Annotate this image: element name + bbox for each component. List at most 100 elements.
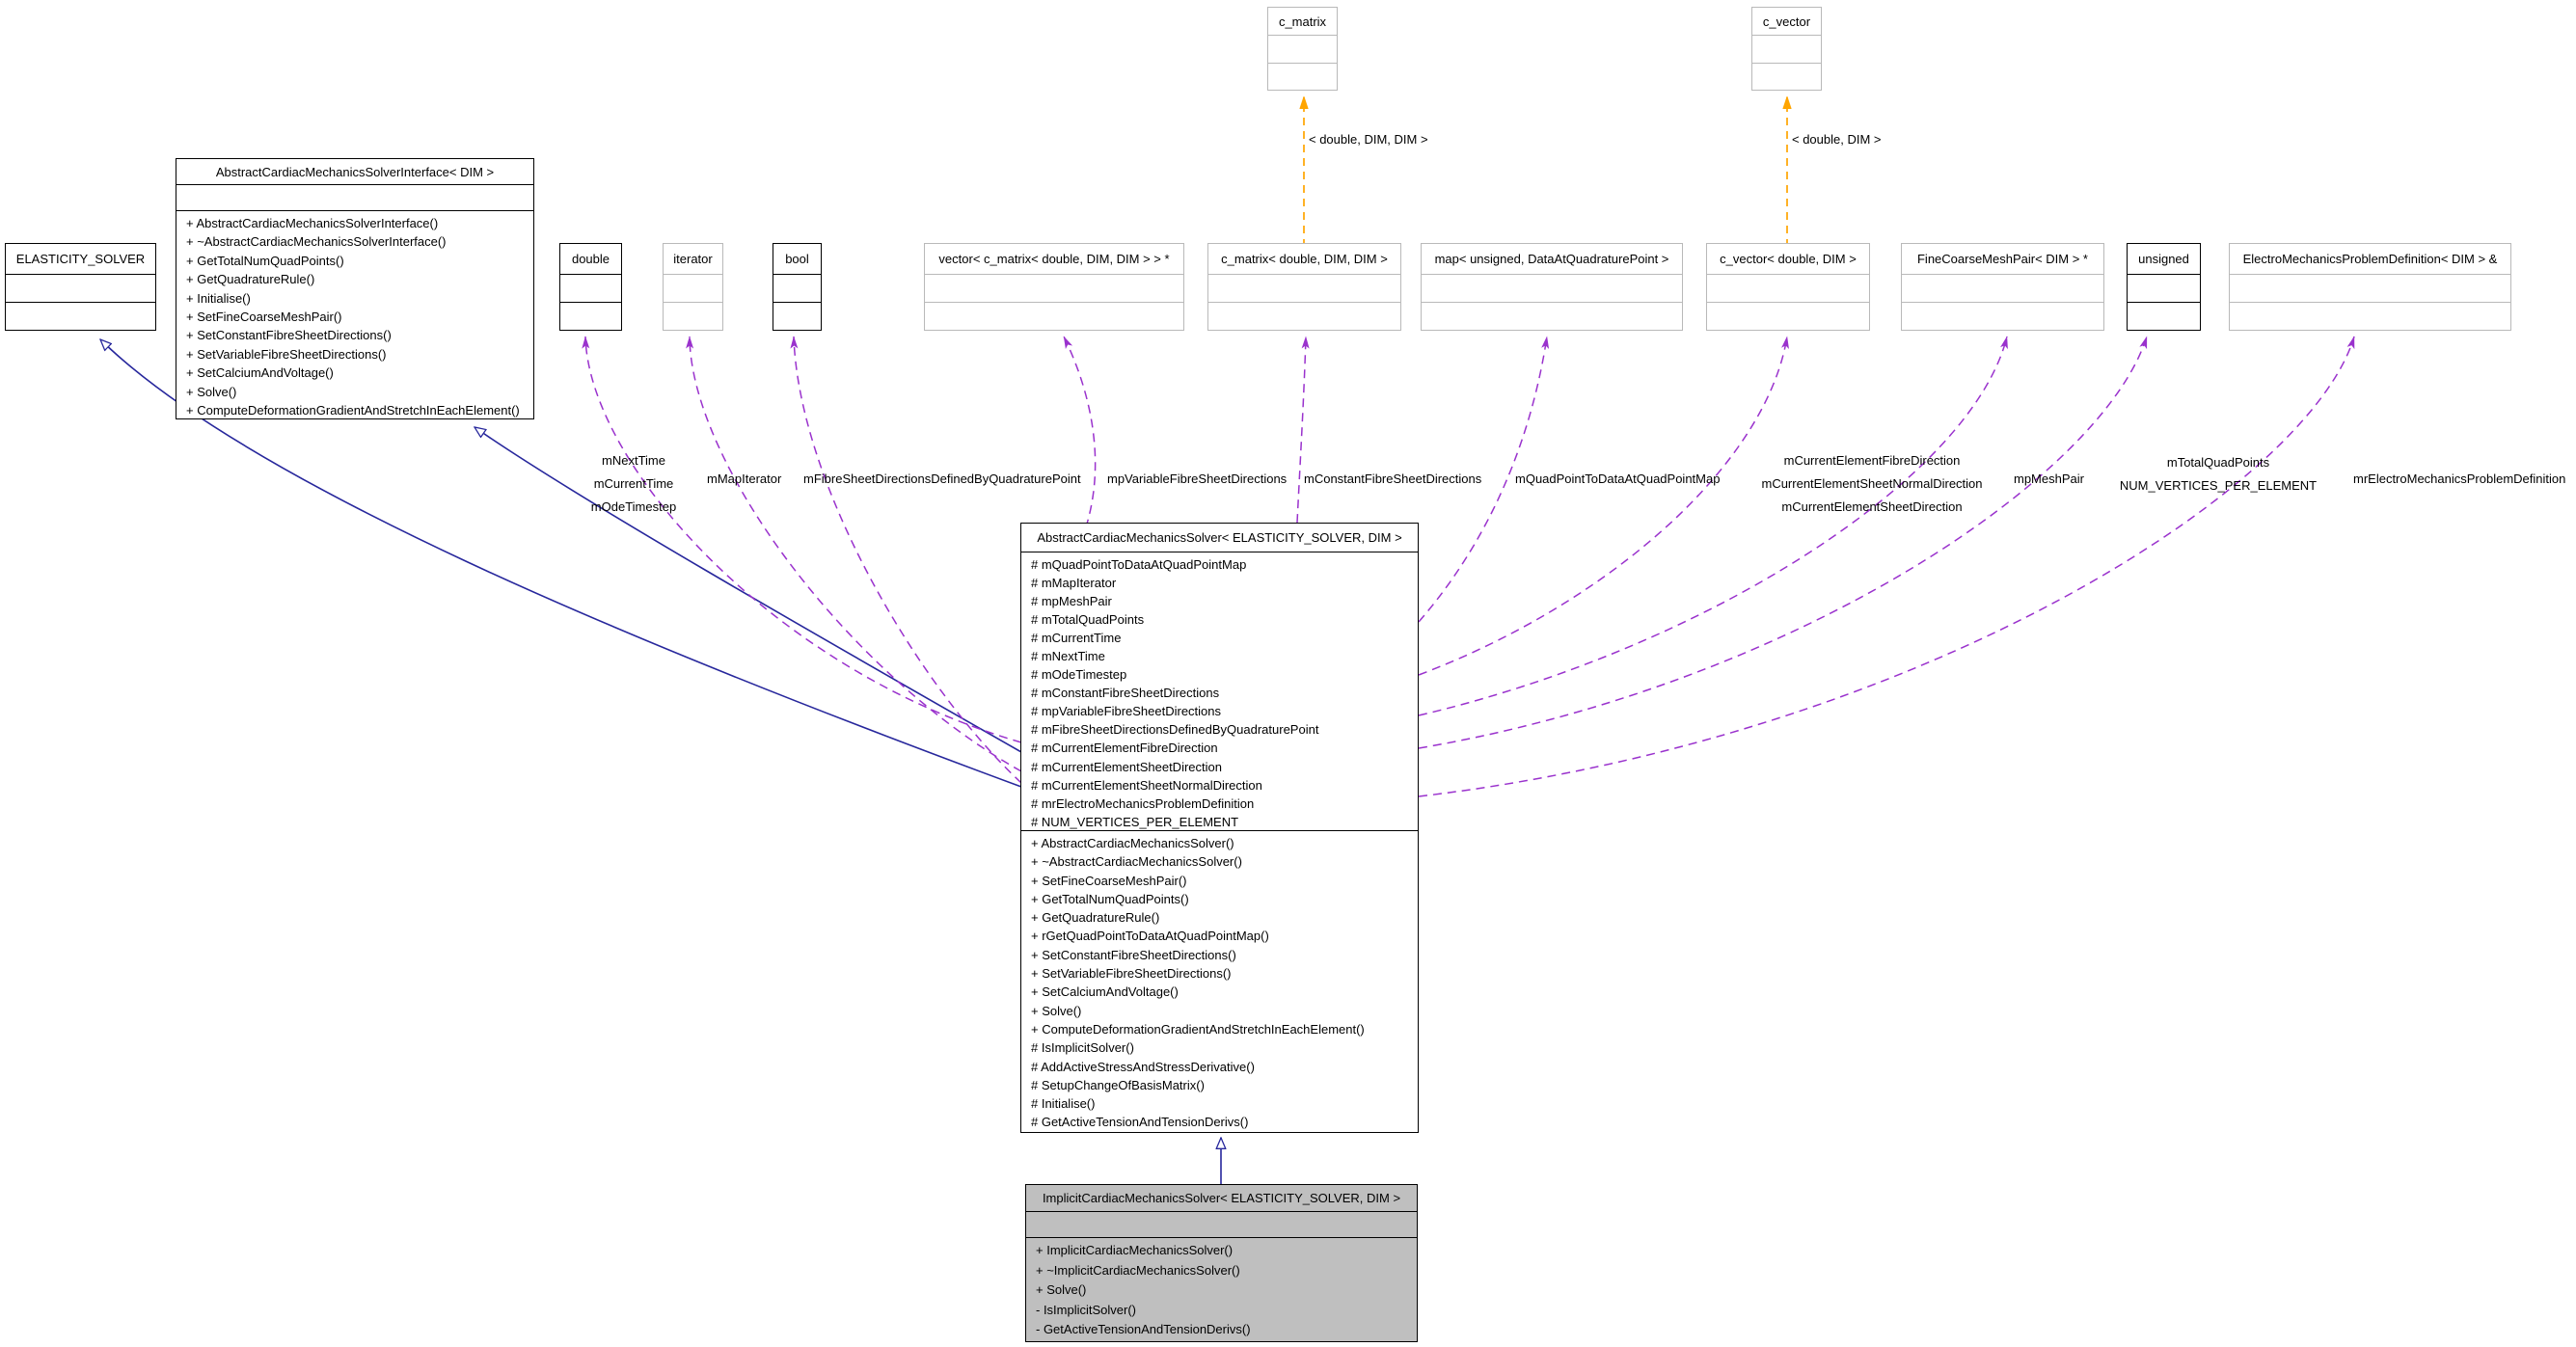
attributes-section bbox=[925, 275, 1183, 303]
methods-section bbox=[1902, 303, 2103, 330]
edge-label-meshpair-member: mpMeshPair bbox=[2014, 471, 2084, 486]
methods-section bbox=[560, 303, 621, 330]
attributes-section: # mQuadPointToDataAtQuadPointMap # mMapIt… bbox=[1021, 552, 1418, 831]
method-row: + SetConstantFibreSheetDirections() bbox=[1031, 947, 1236, 962]
method-row: + Solve() bbox=[186, 384, 237, 399]
method-row: # SetupChangeOfBasisMatrix() bbox=[1031, 1077, 1205, 1092]
methods-section bbox=[1752, 64, 1821, 90]
edge-label-cmatrix-member: mConstantFibreSheetDirections bbox=[1304, 471, 1482, 486]
method-row: + ImplicitCardiacMechanicsSolver() bbox=[1036, 1243, 1234, 1257]
edge-label-cvector-members: mCurrentElementFibreDirection mCurrentEle… bbox=[1756, 449, 1988, 519]
attributes-section bbox=[773, 275, 821, 303]
methods-section bbox=[6, 303, 155, 330]
method-row: + rGetQuadPointToDataAtQuadPointMap() bbox=[1031, 929, 1269, 944]
attribute-row: # mNextTime bbox=[1031, 649, 1105, 664]
class-title: c_vector< double, DIM > bbox=[1707, 244, 1869, 275]
attribute-row: # mCurrentElementFibreDirection bbox=[1031, 741, 1218, 756]
class-box-type-bool[interactable]: bool bbox=[773, 243, 822, 331]
methods-section: + AbstractCardiacMechanicsSolver() + ~Abs… bbox=[1021, 831, 1418, 1132]
edge-label-line: mCurrentElementFibreDirection bbox=[1783, 453, 1961, 468]
class-box-c-matrix-template[interactable]: c_matrix bbox=[1267, 7, 1338, 91]
usage-edge-double bbox=[582, 336, 1022, 743]
method-row: + SetVariableFibreSheetDirections() bbox=[186, 346, 387, 362]
usage-edge-unsigned bbox=[1418, 336, 2148, 749]
attribute-row: # mCurrentTime bbox=[1031, 631, 1122, 646]
methods-section bbox=[773, 303, 821, 330]
methods-section bbox=[1707, 303, 1869, 330]
methods-section bbox=[664, 303, 722, 330]
attributes-section bbox=[176, 185, 533, 211]
edge-label-c-vector-template-args: < double, DIM > bbox=[1792, 132, 1882, 147]
method-row: - GetActiveTensionAndTensionDerivs() bbox=[1036, 1322, 1251, 1337]
class-box-type-map[interactable]: map< unsigned, DataAtQuadraturePoint > bbox=[1421, 243, 1683, 331]
class-title: iterator bbox=[664, 244, 722, 275]
method-row: + GetQuadratureRule() bbox=[186, 272, 315, 287]
method-row: # AddActiveStressAndStressDerivative() bbox=[1031, 1059, 1255, 1074]
edge-label-double-members: mNextTime mCurrentTime mOdeTimestep bbox=[579, 449, 689, 519]
attribute-row: # mMapIterator bbox=[1031, 576, 1117, 591]
attributes-section bbox=[1422, 275, 1682, 303]
method-row: + ~ImplicitCardiacMechanicsSolver() bbox=[1036, 1262, 1240, 1278]
edge-label-unsigned-members: mTotalQuadPoints NUM_VERTICES_PER_ELEMENT bbox=[2117, 451, 2319, 498]
attribute-row: # mTotalQuadPoints bbox=[1031, 612, 1145, 628]
method-row: - IsImplicitSolver() bbox=[1036, 1302, 1137, 1317]
attribute-row: # mFibreSheetDirectionsDefinedByQuadratu… bbox=[1031, 722, 1319, 738]
method-row: + ~AbstractCardiacMechanicsSolverInterfa… bbox=[186, 234, 447, 250]
methods-section: + AbstractCardiacMechanicsSolverInterfac… bbox=[176, 211, 533, 418]
attributes-section bbox=[1902, 275, 2103, 303]
class-box-type-cvector[interactable]: c_vector< double, DIM > bbox=[1706, 243, 1870, 331]
usage-edge-iterator bbox=[686, 336, 1022, 772]
attributes-section bbox=[1208, 275, 1400, 303]
methods-section bbox=[1268, 64, 1337, 90]
method-row: + Initialise() bbox=[186, 290, 251, 306]
class-box-type-iterator[interactable]: iterator bbox=[663, 243, 723, 331]
method-row: # IsImplicitSolver() bbox=[1031, 1040, 1134, 1056]
usage-edge-finecoarsemeshpair bbox=[1418, 336, 2008, 716]
edge-label-line: mTotalQuadPoints bbox=[2166, 455, 2270, 470]
edge-label-iterator-member: mMapIterator bbox=[707, 471, 782, 486]
class-box-implicit-cardiac-mechanics-solver[interactable]: ImplicitCardiacMechanicsSolver< ELASTICI… bbox=[1025, 1184, 1418, 1342]
class-title: c_matrix< double, DIM, DIM > bbox=[1208, 244, 1400, 275]
class-box-abstract-cardiac-mechanics-solver[interactable]: AbstractCardiacMechanicsSolver< ELASTICI… bbox=[1020, 523, 1419, 1133]
class-title: ELASTICITY_SOLVER bbox=[6, 244, 155, 275]
attributes-section bbox=[1026, 1212, 1417, 1238]
method-row: + ~AbstractCardiacMechanicsSolver() bbox=[1031, 854, 1242, 870]
class-box-type-double[interactable]: double bbox=[559, 243, 622, 331]
method-row: + Solve() bbox=[1036, 1282, 1087, 1298]
edge-label-bool-member: mFibreSheetDirectionsDefinedByQuadrature… bbox=[803, 471, 1081, 486]
method-row: + SetFineCoarseMeshPair() bbox=[1031, 873, 1187, 888]
class-box-type-vector-cmatrix[interactable]: vector< c_matrix< double, DIM, DIM > > * bbox=[924, 243, 1184, 331]
attributes-section bbox=[1268, 36, 1337, 64]
class-title: map< unsigned, DataAtQuadraturePoint > bbox=[1422, 244, 1682, 275]
method-row: + GetQuadratureRule() bbox=[1031, 910, 1160, 926]
method-row: + SetCalciumAndVoltage() bbox=[186, 365, 334, 381]
class-box-type-cmatrix[interactable]: c_matrix< double, DIM, DIM > bbox=[1207, 243, 1401, 331]
class-title: c_vector bbox=[1752, 8, 1821, 36]
method-row: + GetTotalNumQuadPoints() bbox=[1031, 891, 1189, 906]
class-title: ImplicitCardiacMechanicsSolver< ELASTICI… bbox=[1026, 1185, 1417, 1212]
attribute-row: # mOdeTimestep bbox=[1031, 667, 1127, 683]
method-row: + AbstractCardiacMechanicsSolver() bbox=[1031, 836, 1234, 850]
attribute-row: # mQuadPointToDataAtQuadPointMap bbox=[1031, 557, 1247, 572]
class-box-elasticity-solver[interactable]: ELASTICITY_SOLVER bbox=[5, 243, 156, 331]
class-title: bool bbox=[773, 244, 821, 275]
edge-label-vector-member: mpVariableFibreSheetDirections bbox=[1107, 471, 1288, 486]
method-row: # GetActiveTensionAndTensionDerivs() bbox=[1031, 1115, 1249, 1130]
class-box-type-finecoarsemeshpair[interactable]: FineCoarseMeshPair< DIM > * bbox=[1901, 243, 2104, 331]
method-row: + SetVariableFibreSheetDirections() bbox=[1031, 966, 1232, 982]
class-title: FineCoarseMeshPair< DIM > * bbox=[1902, 244, 2103, 275]
methods-section bbox=[1208, 303, 1400, 330]
class-box-type-unsigned[interactable]: unsigned bbox=[2127, 243, 2201, 331]
method-row: + ComputeDeformationGradientAndStretchIn… bbox=[186, 403, 520, 418]
edge-label-line: NUM_VERTICES_PER_ELEMENT bbox=[2119, 478, 2318, 493]
class-title: AbstractCardiacMechanicsSolverInterface<… bbox=[176, 159, 533, 185]
class-title: vector< c_matrix< double, DIM, DIM > > * bbox=[925, 244, 1183, 275]
class-box-type-electromechanics[interactable]: ElectroMechanicsProblemDefinition< DIM >… bbox=[2229, 243, 2511, 331]
attribute-row: # mpVariableFibreSheetDirections bbox=[1031, 704, 1222, 719]
attribute-row: # mpMeshPair bbox=[1031, 594, 1112, 609]
attribute-row: # mCurrentElementSheetNormalDirection bbox=[1031, 777, 1262, 793]
method-row: + GetTotalNumQuadPoints() bbox=[186, 253, 344, 268]
class-box-c-vector-template[interactable]: c_vector bbox=[1751, 7, 1822, 91]
class-box-interface[interactable]: AbstractCardiacMechanicsSolverInterface<… bbox=[176, 158, 534, 419]
